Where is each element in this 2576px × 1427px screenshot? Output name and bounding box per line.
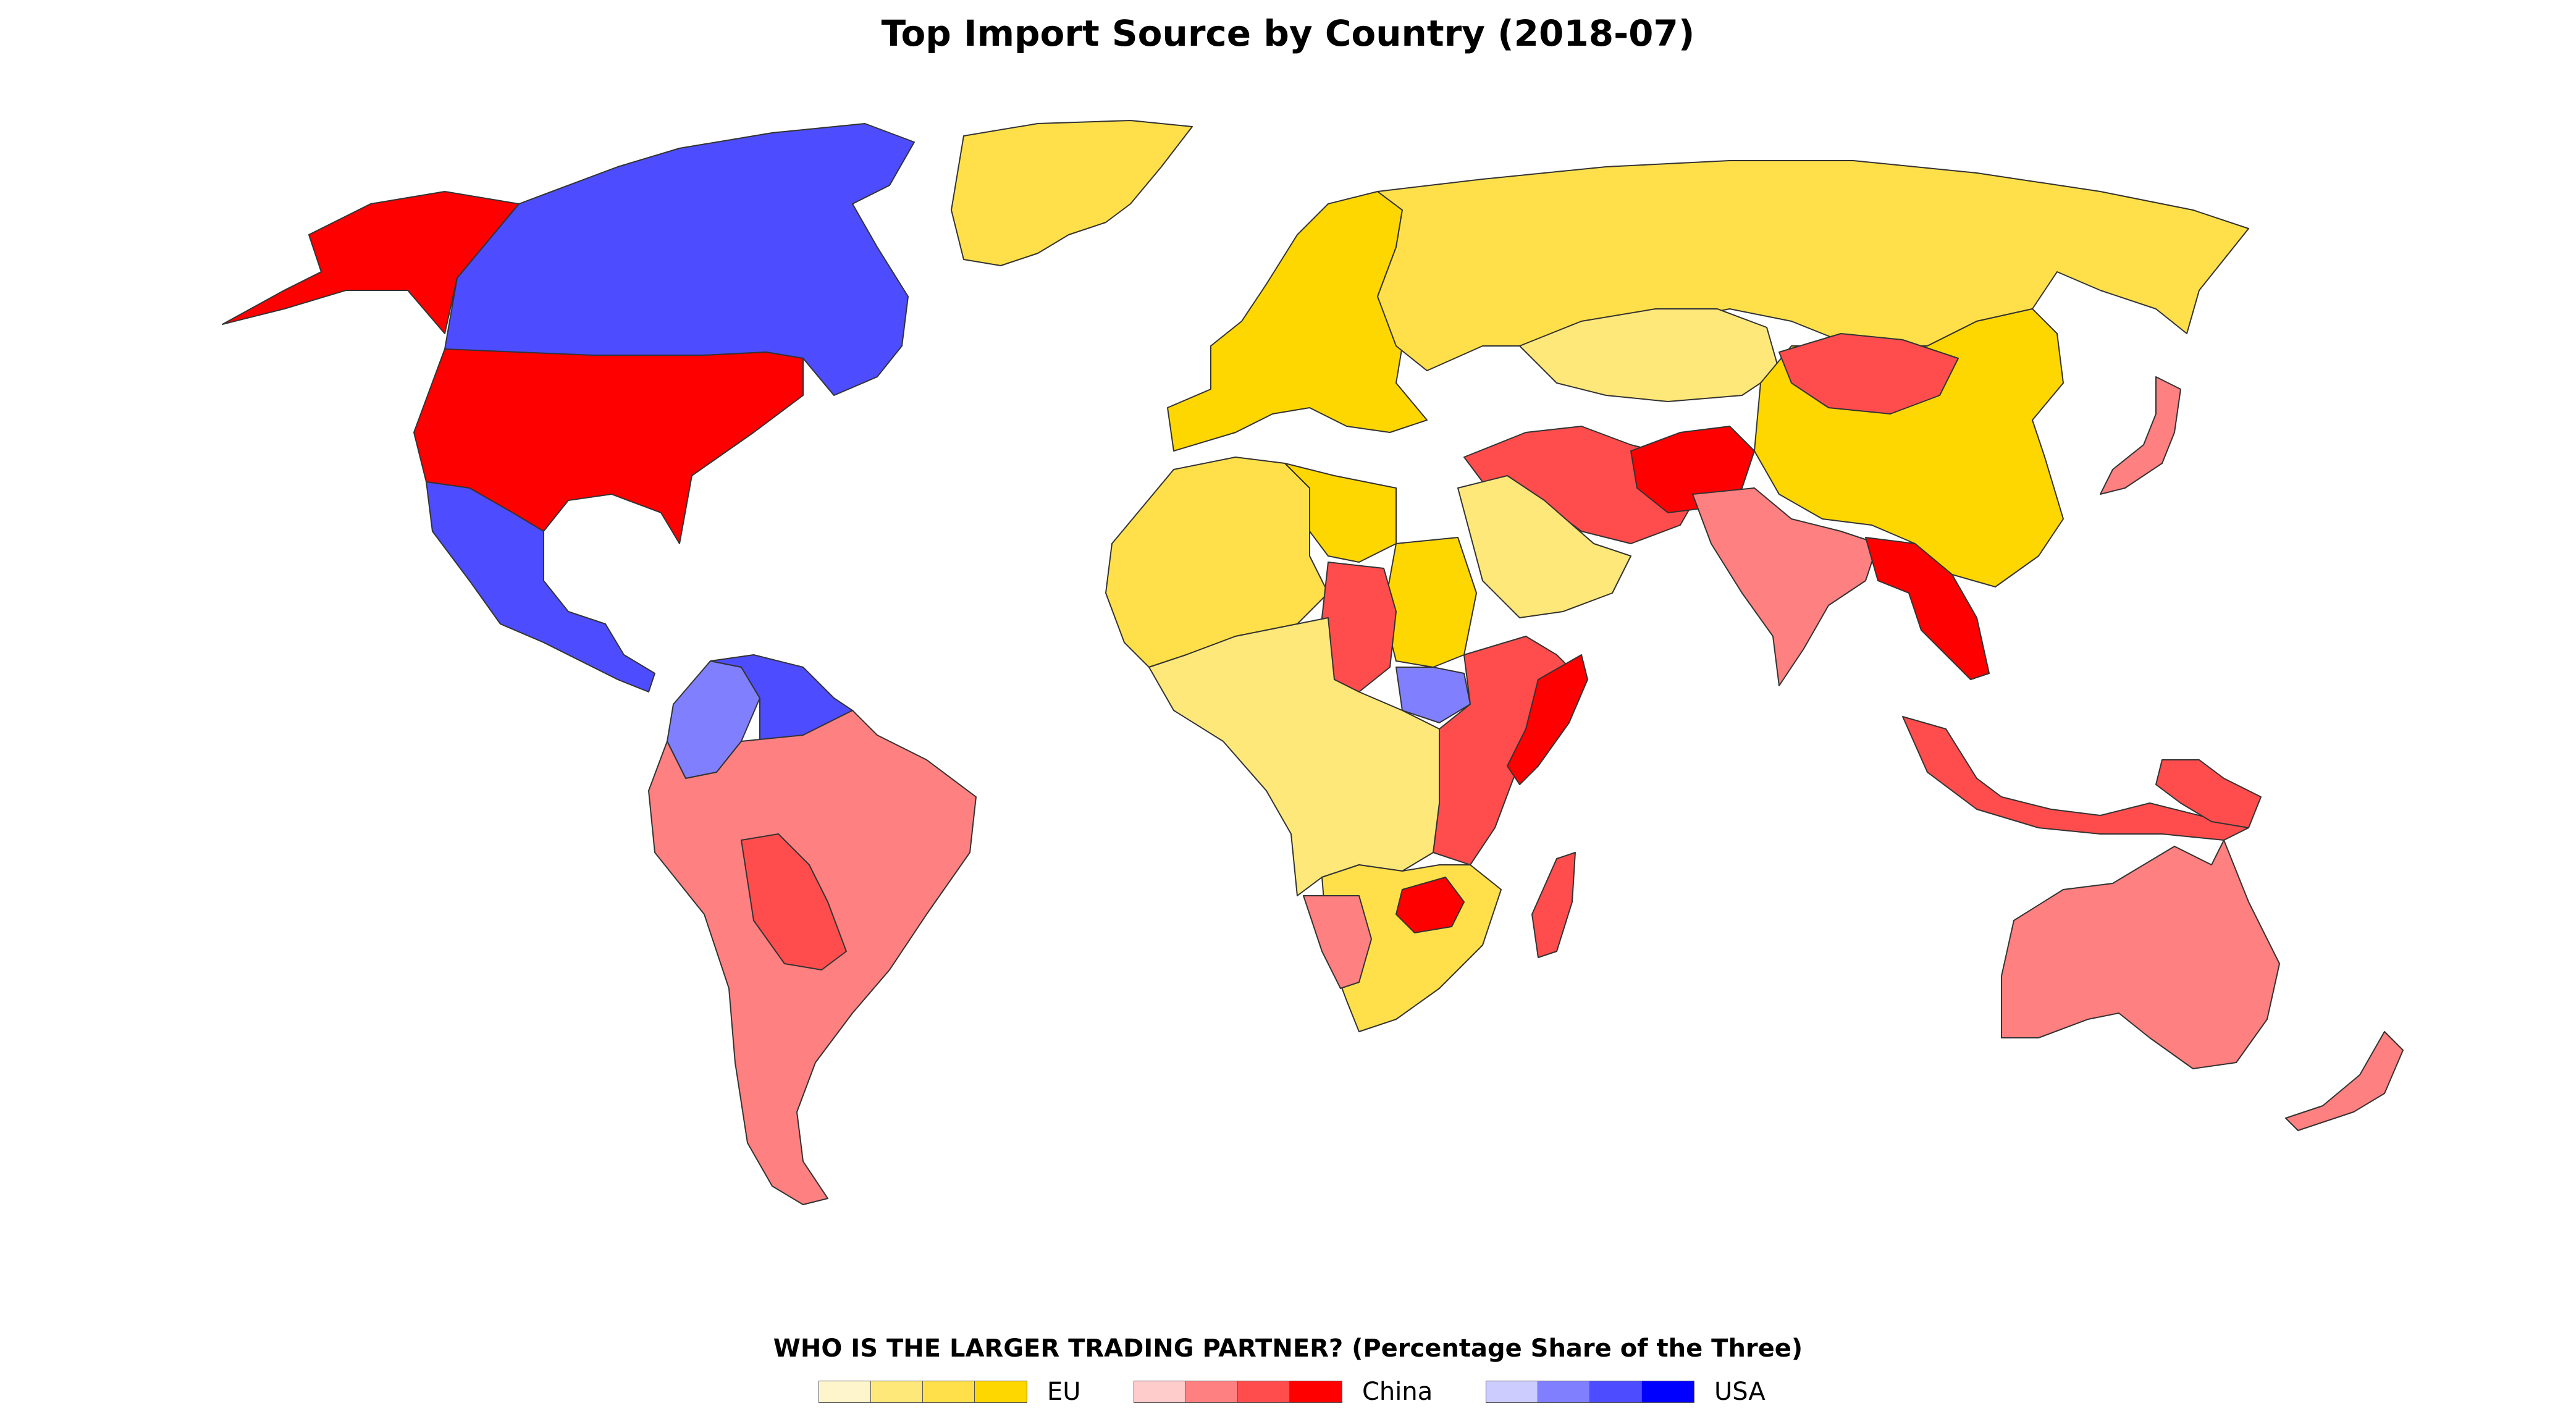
region-sudan xyxy=(1383,537,1477,668)
legend-swatch-usa-2 xyxy=(1538,1381,1590,1402)
region-zimbabwe xyxy=(1395,877,1465,933)
legend-swatch-china-2 xyxy=(1186,1381,1238,1402)
legend-swatch-usa-3 xyxy=(1590,1381,1642,1402)
legend-swatches-eu xyxy=(819,1381,1027,1403)
region-alaska xyxy=(222,191,520,334)
legend-swatch-china-3 xyxy=(1238,1381,1290,1402)
legend-group-china: China xyxy=(1134,1378,1433,1406)
legend-group-usa: USA xyxy=(1486,1378,1766,1406)
legend-label-usa: USA xyxy=(1714,1378,1766,1406)
region-saudi-arabia xyxy=(1457,475,1631,618)
legend-swatches-usa xyxy=(1486,1381,1694,1403)
legend-swatch-usa-4 xyxy=(1642,1381,1694,1402)
legend-swatch-eu-3 xyxy=(923,1381,975,1402)
legend-swatch-usa-1 xyxy=(1486,1381,1538,1402)
legend-label-eu: EU xyxy=(1047,1378,1081,1406)
region-somalia xyxy=(1507,654,1588,785)
region-greenland xyxy=(951,120,1193,266)
legend-heading: WHO IS THE LARGER TRADING PARTNER? (Perc… xyxy=(773,1334,1803,1363)
region-libya xyxy=(1284,463,1397,563)
region-japan xyxy=(2100,376,2181,495)
region-central-africa xyxy=(1148,617,1440,896)
region-india xyxy=(1692,487,1879,686)
region-new-zealand xyxy=(2285,1031,2404,1131)
map-title: Top Import Source by Country (2018-07) xyxy=(881,12,1695,54)
legend-swatches-china xyxy=(1134,1381,1342,1403)
region-madagascar xyxy=(1531,852,1576,958)
legend-group-eu: EU xyxy=(819,1378,1081,1406)
region-australia xyxy=(2001,840,2280,1069)
legend-swatch-china-1 xyxy=(1134,1381,1186,1402)
legend-swatch-eu-4 xyxy=(975,1381,1027,1402)
legend-label-china: China xyxy=(1362,1378,1433,1406)
legend-swatch-eu-1 xyxy=(819,1381,871,1402)
region-bolivia xyxy=(741,833,847,970)
region-papua-new-guinea xyxy=(2155,759,2262,828)
legend-swatch-china-4 xyxy=(1290,1381,1342,1402)
region-russia xyxy=(1377,160,2249,371)
region-mexico-central-america xyxy=(426,481,655,692)
region-mongolia xyxy=(1778,333,1959,415)
region-namibia xyxy=(1303,895,1372,989)
legend-swatch-eu-2 xyxy=(871,1381,923,1402)
region-southeast-asia xyxy=(1865,537,1990,680)
